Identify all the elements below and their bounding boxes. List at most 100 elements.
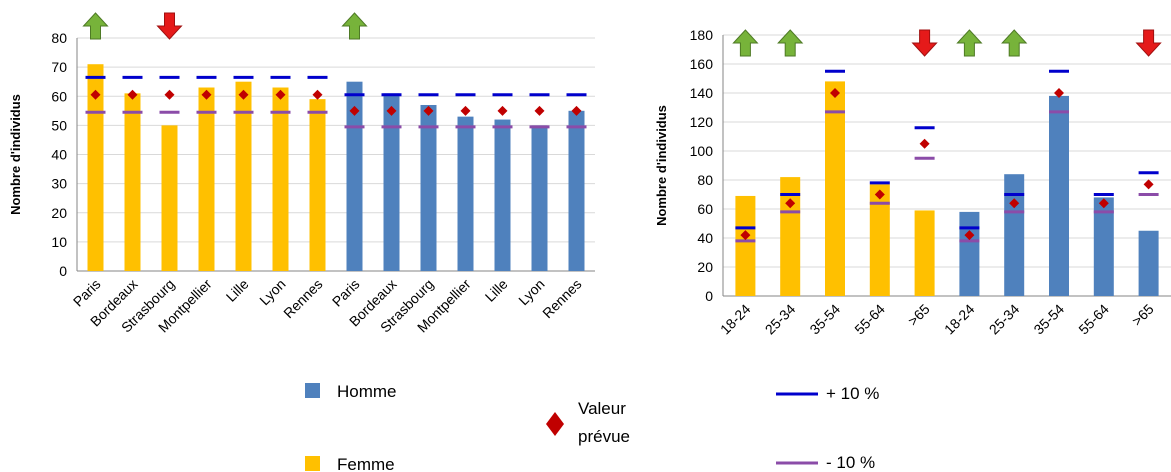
c1-arrow-up-icon (341, 12, 368, 40)
c2-x-tick-label: 35-54 (806, 301, 843, 338)
c2-bar-femme (780, 177, 801, 296)
c1-expected-point (275, 89, 286, 100)
legend-label-expected-2: prévue (578, 427, 630, 446)
c2-expected-point (874, 189, 885, 200)
c1-y-tick-label: 0 (59, 263, 67, 279)
c2-x-tick-label: >65 (1129, 301, 1157, 329)
c2-arrow-up-icon (1001, 29, 1028, 57)
legend-label-homme: Homme (337, 382, 397, 401)
c1-y-tick-label: 70 (51, 59, 67, 75)
c1-expected-point (238, 89, 249, 100)
c2-bar-femme (735, 195, 756, 296)
c2-bar-homme (1093, 197, 1114, 296)
c1-expected-point (497, 105, 508, 116)
c1-x-tick-label: Lille (482, 276, 511, 305)
c1-expected-point (460, 105, 471, 116)
c2-bar-femme (869, 184, 890, 296)
c2-expected-point (785, 198, 796, 209)
c1-bar-homme (457, 116, 474, 271)
c1-x-tick-label: Paris (329, 276, 363, 310)
c1-expected-point (386, 105, 397, 116)
c2-expected-point (740, 230, 751, 241)
c2-bar-homme (1138, 230, 1159, 296)
c1-bar-homme (494, 119, 511, 271)
c2-x-tick-label: 55-64 (851, 301, 888, 338)
c2-expected-point (1143, 179, 1154, 190)
c1-arrow-up-icon (82, 12, 109, 40)
c1-expected-point (127, 89, 138, 100)
legend-label-plus10: + 10 % (826, 384, 879, 403)
c2-expected-point (964, 230, 975, 241)
c1-y-tick-label: 40 (51, 147, 67, 163)
c1-bar-homme (531, 125, 548, 271)
c1-expected-point (534, 105, 545, 116)
c1-expected-point (312, 89, 323, 100)
c2-expected-point (830, 88, 840, 98)
c1-y-axis-title: Nombre d'individus (8, 94, 23, 215)
c1-x-tick-label: Lille (223, 276, 252, 305)
c2-y-tick-label: 60 (697, 201, 713, 217)
c2-y-tick-label: 180 (690, 27, 714, 43)
c1-expected-point (164, 89, 175, 100)
c1-y-tick-label: 20 (51, 205, 67, 221)
c2-arrow-down-icon (1135, 29, 1162, 57)
legend-label-femme: Femme (337, 455, 395, 472)
c1-bar-homme (383, 93, 400, 272)
c2-bar-homme (1049, 95, 1069, 297)
c2-expected-point (1054, 88, 1064, 98)
c2-y-tick-label: 0 (705, 288, 713, 304)
c1-expected-point (90, 89, 101, 100)
c1-x-tick-label: Rennes (539, 276, 584, 321)
c1-bar-homme (346, 81, 363, 271)
c1-expected-point (201, 89, 212, 100)
c2-x-tick-label: 25-34 (986, 301, 1023, 338)
c1-expected-point (423, 105, 434, 116)
c1-arrow-down-icon (156, 12, 183, 40)
c1-x-tick-label: Lyon (256, 276, 288, 308)
c2-expected-point (1098, 198, 1109, 209)
chart-age-groups: 0 20 40 60 80 100 120 140 160 180 Nombre d'individ… (654, 27, 1171, 337)
c1-bar-femme (309, 99, 326, 271)
c1-x-tick-label: Paris (70, 276, 104, 310)
c2-arrow-up-icon (956, 29, 983, 57)
c1-bar-femme (272, 87, 289, 271)
legend: Homme Femme Valeur prévue + 10 % - 10 % (305, 382, 879, 472)
c2-y-tick-label: 20 (697, 259, 713, 275)
c1-bar-homme (420, 104, 437, 271)
c2-x-tick-label: 25-34 (762, 301, 799, 338)
c2-x-tick-label: 18-24 (941, 301, 978, 338)
c1-y-tick-label: 30 (51, 176, 67, 192)
c2-arrow-up-icon (777, 29, 804, 57)
c2-bar-homme (959, 211, 980, 296)
c1-bar-femme (124, 93, 141, 272)
chart-cities: 0 10 20 30 40 50 60 70 80 Nombre d'individus Paris… (8, 12, 595, 336)
c1-bar-femme (87, 64, 104, 272)
c2-y-tick-label: 100 (690, 143, 714, 159)
c2-x-tick-label: 55-64 (1075, 301, 1112, 338)
c2-x-tick-label: 35-54 (1030, 301, 1067, 338)
c2-y-tick-label: 160 (690, 56, 714, 72)
legend-swatch-homme (305, 383, 320, 398)
c2-x-tick-label: 18-24 (717, 301, 754, 338)
c1-bar-femme (235, 81, 252, 271)
c2-y-tick-label: 120 (690, 114, 714, 130)
c1-bar-femme (198, 87, 215, 271)
legend-swatch-femme (305, 456, 320, 471)
c1-y-tick-label: 60 (51, 88, 67, 104)
c2-bar-homme (1004, 174, 1025, 296)
legend-marker-expected (546, 412, 564, 436)
c1-bar-homme (568, 110, 585, 271)
c1-y-tick-label: 80 (51, 30, 67, 46)
c2-x-tick-label: >65 (905, 301, 933, 329)
c1-expected-point (349, 105, 360, 116)
c2-arrow-down-icon (911, 29, 938, 57)
c1-expected-point (571, 105, 582, 116)
c2-y-tick-label: 40 (697, 230, 713, 246)
c2-arrow-up-icon (732, 29, 759, 57)
c2-bar-femme (914, 210, 935, 296)
c2-expected-point (1009, 198, 1020, 209)
c2-y-tick-label: 140 (690, 85, 714, 101)
c2-y-tick-label: 80 (697, 172, 713, 188)
c2-expected-point (919, 138, 930, 149)
